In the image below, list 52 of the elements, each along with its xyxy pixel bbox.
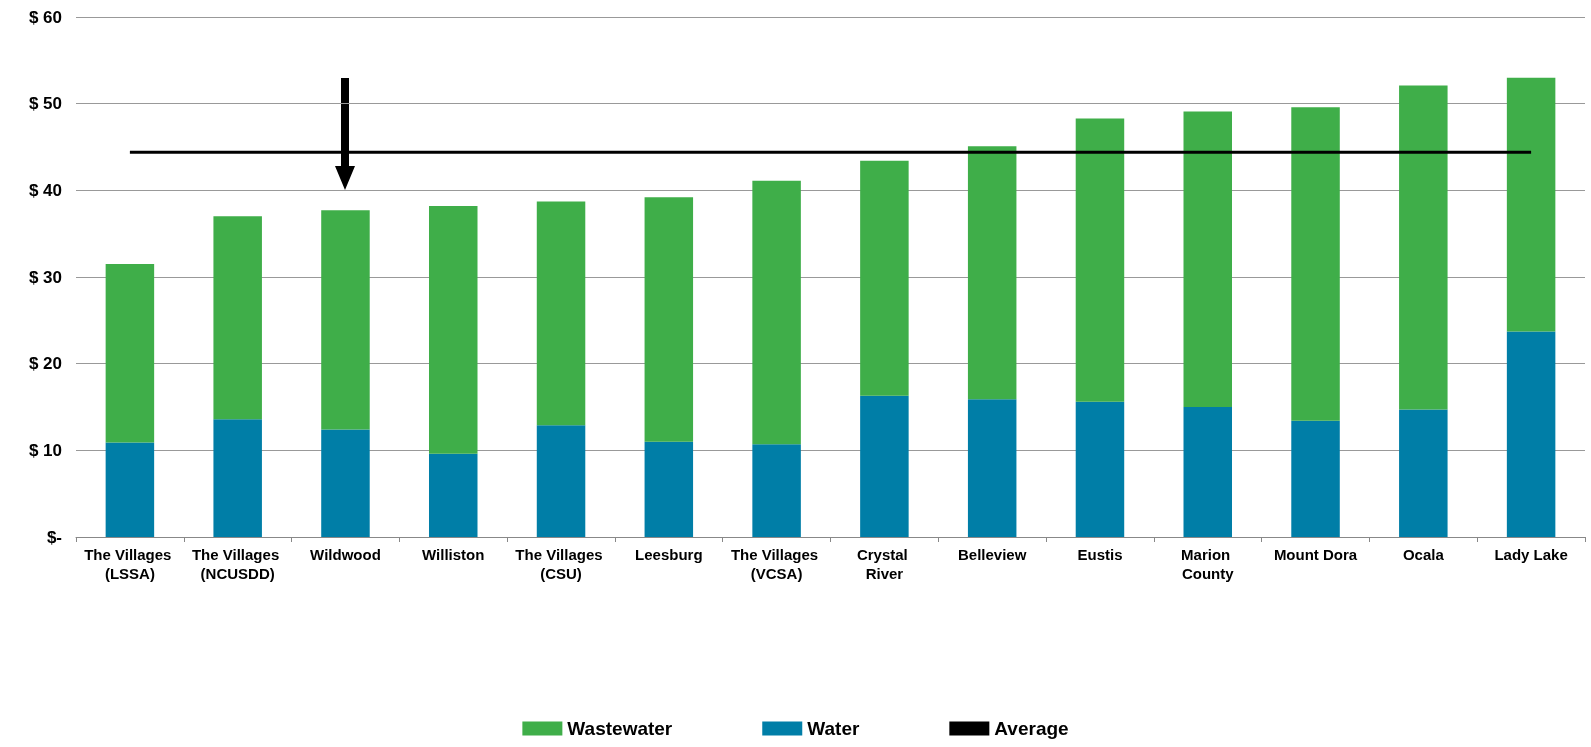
x-tick-label: Belleview [957, 546, 1027, 563]
x-tick-label: Wildwood [310, 546, 381, 563]
bar [1399, 409, 1448, 537]
y-tick-label: $ 20 [28, 354, 62, 374]
bar [105, 442, 155, 537]
x-tick-label: The Villages (LSSA) [84, 546, 176, 582]
bar [860, 160, 909, 396]
bar [321, 210, 370, 430]
bar [644, 197, 694, 442]
legend-label: Average [994, 718, 1069, 739]
bar [1183, 407, 1232, 537]
x-tick-label: Williston [422, 546, 485, 563]
legend-label: Wastewater [567, 718, 673, 739]
bar [1075, 401, 1125, 537]
bar [967, 399, 1017, 537]
x-tick-label: Marion County [1181, 546, 1235, 582]
y-tick-label: $ 10 [28, 440, 62, 460]
x-tick-label: The Villages (NCUSDD) [191, 546, 284, 582]
bar [536, 201, 586, 426]
x-tick-label: Ocala [1402, 546, 1445, 563]
y-tick-label: $ 30 [28, 267, 62, 287]
bar [321, 429, 370, 537]
bar [1075, 118, 1125, 402]
bar [1291, 420, 1340, 537]
bar [213, 419, 262, 537]
bar [536, 425, 586, 537]
bar [752, 444, 801, 537]
y-tick-label: $- [46, 527, 62, 547]
bar [1291, 107, 1340, 421]
bar [1506, 331, 1556, 537]
x-tick-label: The Villages (CSU) [515, 546, 607, 582]
x-tick-label: Mount Dora [1273, 546, 1358, 563]
x-tick-label: Lady Lake [1494, 546, 1568, 563]
x-tick-label: The Villages (VCSA) [730, 546, 823, 582]
bar [967, 146, 1017, 400]
bar [1183, 111, 1232, 407]
bar [752, 180, 801, 445]
bar [429, 205, 478, 454]
x-tick-label: Leesburg [635, 546, 703, 563]
y-tick-label: $ 50 [28, 94, 62, 114]
bar [860, 395, 909, 537]
y-tick-label: $ 40 [28, 180, 62, 200]
bar [105, 264, 155, 443]
x-tick-label: Eustis [1077, 546, 1123, 563]
legend-label: Water [807, 718, 860, 739]
bar [1399, 85, 1448, 410]
y-tick-label: $ 60 [28, 7, 62, 27]
bar [1506, 77, 1556, 332]
bar [644, 441, 694, 537]
bar [213, 216, 262, 420]
bar [429, 453, 478, 537]
x-tick-label: Crystal River [856, 546, 912, 582]
